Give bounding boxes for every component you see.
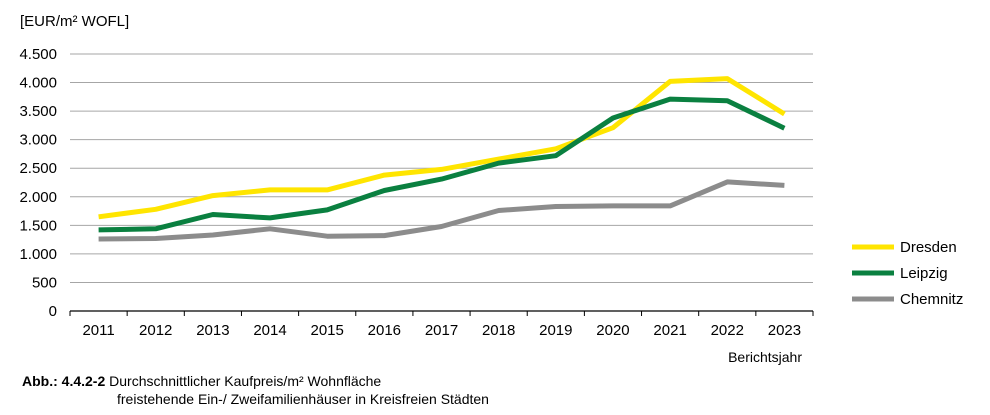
x-tick-label: 2020 bbox=[596, 322, 629, 339]
y-tick-label: 1.000 bbox=[19, 246, 57, 263]
y-axis-label: [EUR/m² WOFL] bbox=[20, 13, 129, 30]
x-tick-label: 2023 bbox=[768, 322, 801, 339]
legend-label-dresden: Dresden bbox=[900, 239, 957, 256]
series-line-dresden bbox=[98, 76, 786, 220]
x-tick-label: 2016 bbox=[368, 322, 401, 339]
y-tick-label: 0 bbox=[49, 303, 57, 320]
y-tick-label: 3.000 bbox=[19, 132, 57, 149]
series-line-chemnitz bbox=[98, 179, 785, 242]
series-line-leipzig bbox=[98, 96, 786, 233]
x-tick-label: 2019 bbox=[539, 322, 572, 339]
line-chart: [EUR/m² WOFL] 0 500 1.000 1.500 2.000 2.500 3.… bbox=[19, 13, 963, 365]
y-tick-label: 2.500 bbox=[19, 160, 57, 177]
x-tick-label: 2022 bbox=[711, 322, 744, 339]
legend-label-leipzig: Leipzig bbox=[900, 265, 948, 282]
caption-line-2: freistehende Ein-/ Zweifamilienhäuser in… bbox=[117, 391, 489, 407]
x-axis-label: Berichtsjahr bbox=[728, 349, 802, 365]
caption-line-1: Durchschnittlicher Kaufpreis/m² Wohnfläc… bbox=[109, 373, 382, 389]
x-tick-label: 2021 bbox=[653, 322, 686, 339]
caption-label: Abb.: 4.4.2-2 bbox=[22, 373, 106, 389]
x-tick-label: 2011 bbox=[82, 322, 114, 339]
legend-label-chemnitz: Chemnitz bbox=[900, 291, 963, 308]
y-tick-label: 2.000 bbox=[19, 189, 57, 206]
x-tick-label: 2013 bbox=[196, 322, 229, 339]
y-tick-label: 3.500 bbox=[19, 103, 57, 120]
x-tick-label: 2014 bbox=[253, 322, 286, 339]
y-tick-label: 1.500 bbox=[19, 217, 57, 234]
x-tick-label: 2018 bbox=[482, 322, 515, 339]
y-tick-label: 4.000 bbox=[19, 75, 57, 92]
y-tick-label: 500 bbox=[32, 274, 57, 291]
x-tick-label: 2015 bbox=[311, 322, 344, 339]
x-tick-label: 2012 bbox=[139, 322, 172, 339]
figure-caption: Abb.: 4.4.2-2 Durchschnittlicher Kaufpre… bbox=[22, 372, 489, 408]
y-tick-label: 4.500 bbox=[19, 46, 57, 63]
x-tick-label: 2017 bbox=[425, 322, 458, 339]
